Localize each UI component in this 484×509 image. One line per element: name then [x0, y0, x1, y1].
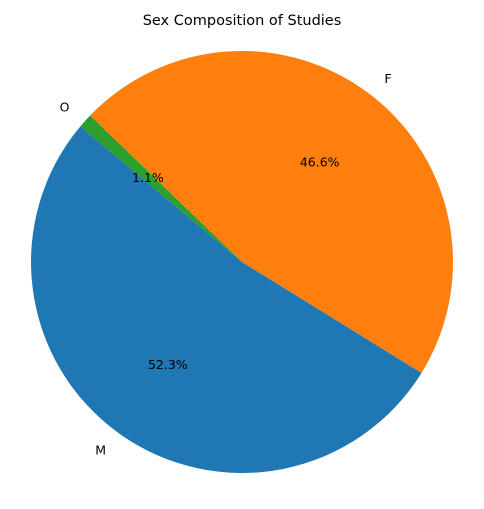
- slice-label-f: F: [384, 71, 391, 86]
- slice-percent-m: 52.3%: [148, 357, 188, 372]
- pie-slice-f: [90, 51, 453, 373]
- pie-slice-o: [80, 115, 242, 262]
- pie-slice-m: [31, 126, 422, 473]
- slice-percent-f: 46.6%: [300, 155, 340, 170]
- slice-label-o: O: [60, 99, 70, 114]
- slice-percent-o: 1.1%: [132, 170, 164, 185]
- slice-label-m: M: [95, 443, 106, 458]
- pie-slices: [31, 51, 453, 473]
- pie-labels: M 52.3% F 46.6% O 1.1%: [60, 71, 392, 457]
- chart-title: Sex Composition of Studies: [143, 13, 342, 29]
